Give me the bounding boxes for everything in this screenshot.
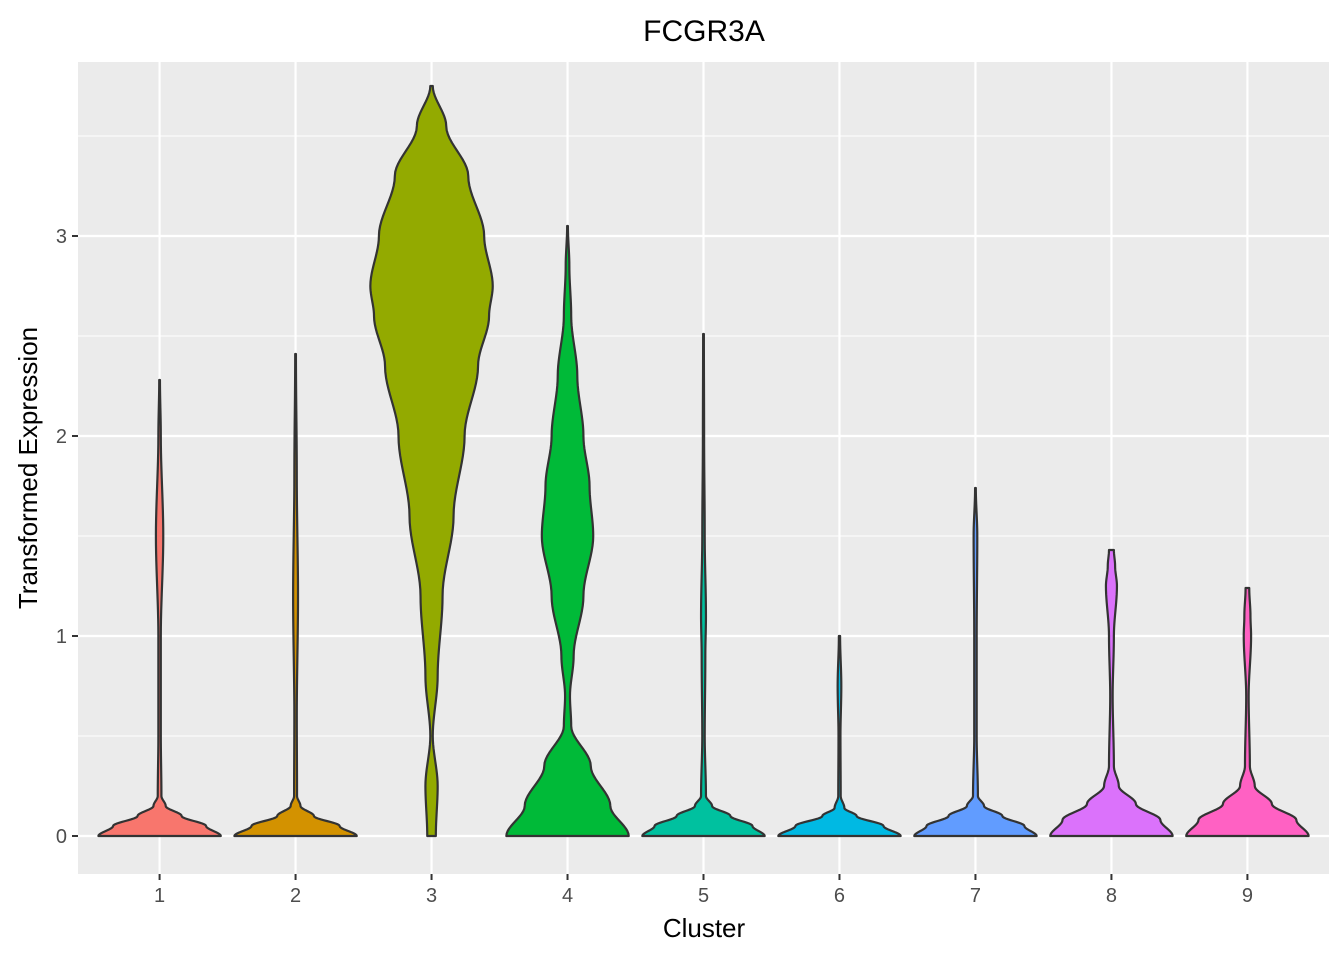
x-tick-label: 5 [698, 885, 709, 907]
x-axis-label: Cluster [663, 913, 746, 943]
y-tick-label: 3 [56, 226, 67, 248]
x-axis: 1 2 3 4 5 6 7 8 9 [154, 874, 1253, 907]
y-tick-label: 0 [56, 826, 67, 848]
y-tick-label: 1 [56, 626, 67, 648]
x-tick-label: 4 [562, 885, 573, 907]
x-tick-label: 8 [1106, 885, 1117, 907]
violin-cluster-9 [1185, 586, 1310, 838]
violins [97, 84, 1310, 838]
x-tick-label: 6 [834, 885, 845, 907]
y-axis: 0 1 2 3 [56, 226, 78, 848]
x-tick-label: 3 [426, 885, 437, 907]
violin-cluster-1 [97, 378, 222, 838]
violin-cluster-7 [913, 486, 1038, 838]
violin-cluster-6 [777, 634, 902, 838]
x-tick-label: 1 [154, 885, 165, 907]
chart-title: FCGR3A [643, 15, 765, 48]
x-tick-label: 9 [1242, 885, 1253, 907]
violin-cluster-8 [1049, 548, 1174, 838]
x-tick-label: 7 [970, 885, 981, 907]
violin-cluster-3 [369, 84, 494, 838]
violin-cluster-5 [641, 332, 766, 838]
x-tick-label: 2 [290, 885, 301, 907]
y-axis-label: Transformed Expression [13, 327, 43, 609]
violin-cluster-4 [505, 224, 630, 838]
violin-cluster-2 [233, 352, 358, 838]
y-tick-label: 2 [56, 426, 67, 448]
